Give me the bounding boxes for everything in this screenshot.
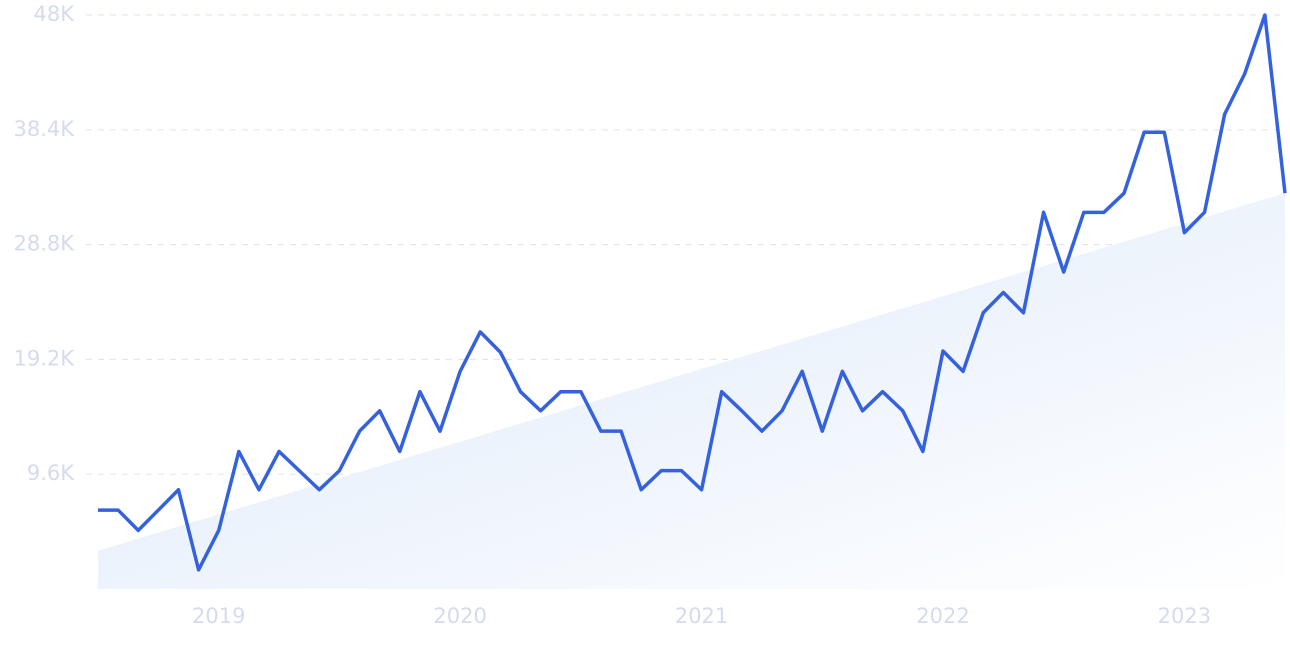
line bbox=[98, 13, 1287, 572]
x-tick-label: 2022 bbox=[916, 604, 969, 628]
y-tick-label: 38.4K bbox=[13, 117, 75, 141]
x-tick-label: 2023 bbox=[1158, 604, 1211, 628]
x-tick-label: 2020 bbox=[433, 604, 486, 628]
y-tick-label: 9.6K bbox=[27, 461, 75, 485]
y-tick-label: 48K bbox=[34, 2, 76, 26]
x-tick-label: 2019 bbox=[192, 604, 245, 628]
trend-area bbox=[98, 193, 1285, 589]
x-tick-label: 2021 bbox=[675, 604, 728, 628]
y-tick-label: 28.8K bbox=[13, 232, 75, 256]
y-tick-label: 19.2K bbox=[13, 346, 75, 370]
